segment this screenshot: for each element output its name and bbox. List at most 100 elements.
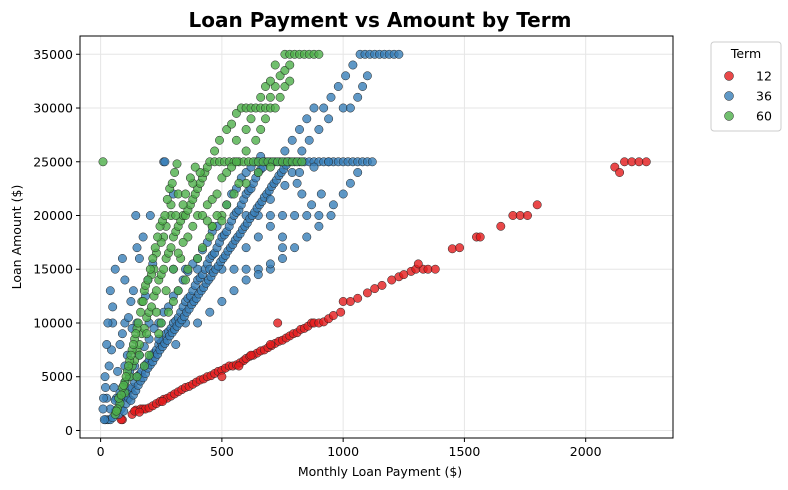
data-point xyxy=(297,157,307,167)
data-point xyxy=(134,350,144,360)
legend-box xyxy=(710,41,782,132)
data-point xyxy=(171,340,181,349)
x-tick-label: 1000 xyxy=(327,444,359,459)
data-point xyxy=(314,125,324,134)
data-point xyxy=(297,189,307,199)
data-point xyxy=(234,361,244,371)
data-point xyxy=(229,189,239,199)
data-point xyxy=(173,248,183,258)
data-point xyxy=(151,286,161,296)
data-point xyxy=(280,180,290,190)
data-point xyxy=(241,125,251,134)
data-point xyxy=(131,329,141,339)
data-point xyxy=(316,189,326,199)
data-point xyxy=(121,372,131,382)
data-point xyxy=(168,297,178,306)
data-point xyxy=(170,168,180,177)
data-point xyxy=(265,340,275,349)
data-point xyxy=(234,178,244,188)
plot-frame xyxy=(79,35,674,439)
y-tick-label: 15000 xyxy=(33,262,73,277)
data-point xyxy=(117,329,127,339)
y-tick-label: 25000 xyxy=(33,154,73,169)
data-point xyxy=(154,329,164,339)
data-point xyxy=(173,286,183,296)
legend-items: 12 36 60 xyxy=(724,69,772,124)
data-point xyxy=(270,103,280,113)
data-point xyxy=(326,211,336,220)
data-point xyxy=(158,397,167,406)
data-point xyxy=(275,92,285,102)
x-tick-label: 500 xyxy=(210,444,234,459)
data-point xyxy=(171,211,181,220)
data-point xyxy=(532,200,542,210)
data-point xyxy=(370,284,380,294)
data-point xyxy=(358,82,368,91)
y-tick-label: 10000 xyxy=(33,315,73,330)
data-point xyxy=(132,243,142,253)
data-point xyxy=(348,60,358,70)
y-tick-label: 20000 xyxy=(33,208,73,223)
y-axis-label: Loan Amount ($) xyxy=(9,185,24,290)
data-point xyxy=(151,307,161,317)
data-point xyxy=(345,297,355,306)
y-tick-label: 30000 xyxy=(33,101,73,116)
data-point xyxy=(241,275,251,285)
data-point xyxy=(455,243,465,253)
data-point xyxy=(110,264,120,274)
data-point xyxy=(178,237,188,247)
data-point xyxy=(183,264,193,274)
data-point xyxy=(142,329,152,339)
data-point xyxy=(205,307,215,317)
data-point xyxy=(273,318,283,328)
chart-title: Loan Payment vs Amount by Term xyxy=(189,8,572,32)
data-point xyxy=(190,162,200,172)
y-tick-label: 35000 xyxy=(33,47,73,62)
data-point xyxy=(413,259,423,269)
data-point xyxy=(302,232,312,242)
data-point xyxy=(362,71,372,81)
data-point xyxy=(150,243,160,253)
data-point xyxy=(164,307,173,317)
data-point xyxy=(217,372,227,382)
x-tick-label: 2000 xyxy=(570,444,602,459)
data-point xyxy=(261,114,270,124)
data-point xyxy=(353,92,363,102)
data-point xyxy=(362,288,372,298)
data-point xyxy=(101,383,110,392)
data-point xyxy=(314,211,324,220)
data-point xyxy=(287,135,297,145)
data-point xyxy=(119,380,129,390)
data-point xyxy=(145,264,155,274)
data-point xyxy=(102,340,112,349)
data-point xyxy=(328,200,338,210)
data-point xyxy=(181,189,190,199)
data-point xyxy=(133,318,143,328)
data-point xyxy=(185,173,195,183)
data-point xyxy=(144,350,154,360)
data-point xyxy=(641,157,651,167)
data-points xyxy=(98,49,651,425)
legend-marker xyxy=(724,91,734,101)
data-point xyxy=(253,232,263,242)
data-point xyxy=(126,297,136,306)
data-point xyxy=(167,178,177,188)
y-tick-label: 0 xyxy=(65,423,73,438)
data-point xyxy=(181,275,190,285)
data-point xyxy=(304,135,314,145)
data-point xyxy=(217,297,227,306)
data-point xyxy=(353,168,363,177)
data-point xyxy=(292,178,302,188)
data-point xyxy=(319,103,329,113)
data-point xyxy=(148,254,158,263)
data-point xyxy=(161,286,171,296)
data-point xyxy=(265,76,275,86)
data-point xyxy=(212,189,222,199)
data-point xyxy=(314,49,324,59)
data-point xyxy=(309,103,319,113)
legend-marker xyxy=(724,71,734,81)
data-point xyxy=(314,221,324,231)
data-point xyxy=(116,390,126,400)
x-tick-label: 0 xyxy=(97,444,105,459)
